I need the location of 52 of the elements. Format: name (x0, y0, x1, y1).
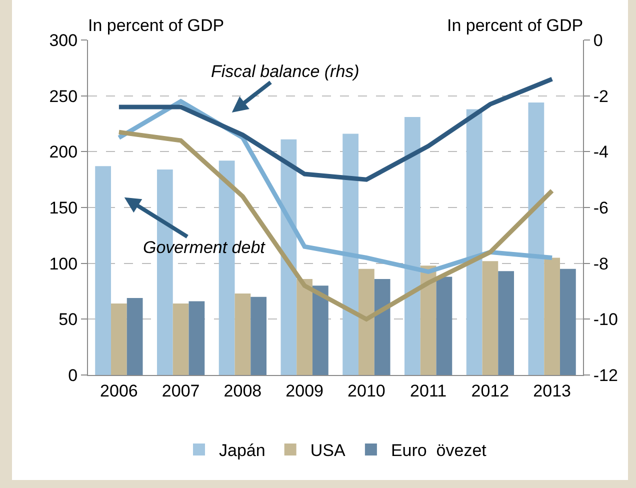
bar (234, 293, 251, 375)
x-tick-label: 2011 (410, 381, 447, 400)
y-tick-label: 150 (49, 198, 78, 218)
annotation: Goverment debt (143, 238, 266, 257)
bar (374, 278, 390, 375)
y-tick-label: 300 (49, 30, 78, 50)
legend-label: Euro övezet (390, 441, 487, 460)
y-tick-label: 200 (49, 142, 78, 162)
y2-tick-label: -4 (593, 142, 609, 162)
y-tick-label: 100 (49, 254, 78, 274)
bar (358, 268, 374, 375)
legend-label: USA (310, 441, 346, 460)
bar (172, 304, 189, 375)
legend-label: Japán (219, 441, 266, 460)
y-axis-title: In percent of GDP (88, 16, 224, 35)
bar (296, 278, 312, 375)
y2-tick-label: -6 (593, 198, 609, 218)
bar (342, 134, 358, 375)
bar (466, 109, 482, 375)
y2-axis-title: In percent of GDP (447, 16, 584, 35)
y-tick-label: 250 (49, 86, 78, 106)
x-tick-label: 2009 (286, 381, 324, 400)
x-tick-label: 2008 (224, 381, 262, 400)
y2-tick-label: -2 (593, 86, 609, 106)
x-tick-label: 2013 (533, 381, 571, 400)
y-tick-label: 0 (68, 366, 78, 385)
bar (482, 261, 498, 375)
bar (544, 258, 560, 375)
y2-tick-label: 0 (593, 30, 603, 50)
x-tick-label: 2012 (471, 381, 510, 400)
y2-tick-label: -12 (593, 366, 618, 385)
bar (498, 271, 514, 375)
bar (312, 286, 328, 375)
y2-tick-label: -8 (593, 254, 609, 274)
x-tick-label: 2007 (162, 381, 200, 400)
bar (250, 296, 267, 375)
bar (95, 166, 111, 375)
line-series (116, 130, 554, 322)
x-tick-label: 2010 (348, 381, 386, 400)
annotation: Fiscal balance (rhs) (211, 62, 360, 81)
bar (404, 117, 420, 375)
bar (280, 139, 297, 375)
bar (528, 102, 544, 375)
bar (188, 301, 205, 375)
x-tick-label: 2006 (100, 381, 138, 400)
y2-tick-label: -10 (593, 310, 618, 330)
y-tick-label: 50 (58, 310, 78, 330)
bar (420, 266, 436, 375)
bar (126, 298, 143, 375)
bar (560, 268, 576, 375)
bar (111, 304, 127, 375)
bar (436, 276, 452, 375)
